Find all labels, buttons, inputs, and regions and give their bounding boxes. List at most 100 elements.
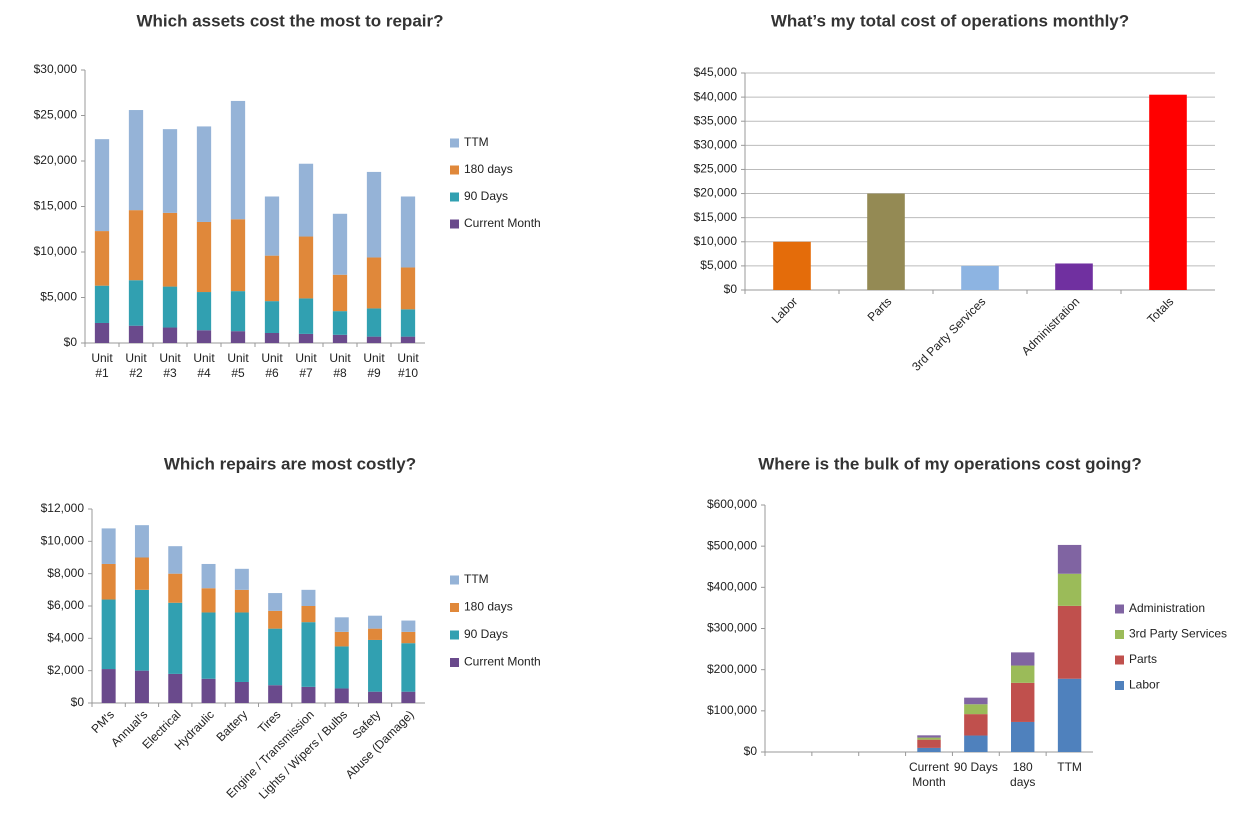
legend-swatch <box>450 603 459 612</box>
legend-swatch <box>450 658 459 667</box>
x-tick-label: PM's <box>89 707 117 735</box>
bar-segment <box>168 602 183 674</box>
legend-swatch <box>450 192 459 202</box>
bar-segment <box>917 747 941 752</box>
legend-label: Labor <box>1129 678 1160 692</box>
x-tick-label-box: Unit #2 <box>125 351 146 380</box>
bar-segment <box>332 213 348 275</box>
bar-segment <box>334 631 349 647</box>
bar-segment <box>230 219 246 292</box>
bar-segment <box>134 557 149 590</box>
x-tick-label-box: Unit #9 <box>363 351 385 380</box>
legend-label: TTM <box>464 135 489 149</box>
bar-segment <box>268 628 283 686</box>
bar-segment <box>298 236 314 299</box>
bar-segment <box>1057 605 1082 679</box>
bar-segment <box>268 685 283 703</box>
bar-segment <box>366 257 382 309</box>
legend-label: TTM <box>464 572 489 586</box>
legend-label: 180 days <box>464 162 513 176</box>
bar-segment <box>234 612 249 682</box>
y-tick-label: $0 <box>724 282 738 296</box>
bar-segment <box>128 325 144 343</box>
x-tick-label-box: TTM <box>1057 760 1082 774</box>
x-tick-label-box: Unit #5 <box>227 351 249 380</box>
x-tick-label: Battery <box>213 707 250 744</box>
bar-segment <box>301 589 316 606</box>
y-tick-label: $35,000 <box>694 113 738 127</box>
bar-segment <box>162 327 178 343</box>
x-tick-label-box: Unit #1 <box>91 351 113 380</box>
y-tick-label: $5,000 <box>700 258 737 272</box>
bar-segment <box>334 688 349 703</box>
bar-segment <box>230 331 246 343</box>
legend-label: 90 Days <box>464 189 508 203</box>
x-tick-label: Totals <box>1144 294 1176 326</box>
bar-segment <box>201 612 216 679</box>
x-tick-label: Parts <box>865 294 895 324</box>
bar-segment <box>162 129 178 213</box>
bar-segment <box>230 100 246 220</box>
bar-segment <box>128 210 144 281</box>
y-tick-label: $30,000 <box>34 62 78 76</box>
bar-segment <box>964 714 988 736</box>
legend-swatch <box>450 138 459 148</box>
legend-label: Current Month <box>464 655 541 669</box>
y-tick-label: $600,000 <box>707 497 757 511</box>
bar-segment <box>94 139 110 232</box>
bar-segment <box>230 291 246 332</box>
bar-segment <box>94 231 110 286</box>
legend-swatch <box>1115 630 1124 639</box>
bar-segment <box>196 330 212 343</box>
bar-segment <box>334 617 349 632</box>
bar-segment <box>368 615 383 629</box>
bar-segment <box>366 171 382 258</box>
y-tick-label: $15,000 <box>694 210 738 224</box>
bar-segment <box>400 336 416 343</box>
chart-title: Where is the bulk of my operations cost … <box>758 454 1141 473</box>
y-tick-label: $0 <box>744 744 758 758</box>
bar-segment <box>201 678 216 703</box>
legend-label: Parts <box>1129 652 1157 666</box>
bar-segment <box>401 691 416 703</box>
bar-segment <box>268 610 283 629</box>
bar-segment <box>964 697 988 705</box>
bar-segment <box>234 681 249 703</box>
bar-segment <box>234 568 249 590</box>
x-tick-label: Unit #1 <box>91 351 113 380</box>
bar-segment <box>368 691 383 703</box>
bar-segment <box>400 196 416 268</box>
y-tick-label: $12,000 <box>41 501 85 515</box>
legend-swatch <box>1115 655 1124 665</box>
y-tick-label: $25,000 <box>34 108 78 122</box>
bar-segment <box>301 686 316 703</box>
bar-segment <box>301 606 316 623</box>
bar-segment <box>917 735 941 738</box>
bar-segment <box>196 292 212 331</box>
bar-segment <box>1011 652 1035 666</box>
y-tick-label: $2,000 <box>47 663 84 677</box>
bar-segment <box>196 126 212 222</box>
bar-segment <box>917 737 941 740</box>
x-tick-label: Unit #7 <box>295 351 317 380</box>
x-tick-label: 3rd Party Services <box>909 294 988 373</box>
bar-segment <box>301 622 316 687</box>
legend-swatch <box>450 575 459 585</box>
x-tick-label-box: Current Month <box>908 760 949 789</box>
x-tick-label: Current Month <box>908 760 949 789</box>
x-tick-label: Labor <box>769 294 801 326</box>
bar-segment <box>917 739 941 748</box>
bar-segment <box>1057 544 1082 574</box>
bar-segment <box>264 255 280 302</box>
x-tick-label: Unit #5 <box>227 351 249 380</box>
x-tick-label: Unit #9 <box>363 351 385 380</box>
y-tick-label: $200,000 <box>707 662 757 676</box>
y-tick-label: $20,000 <box>694 186 738 200</box>
x-tick-label-box: Unit #3 <box>159 351 180 380</box>
bar-segment <box>1057 573 1082 606</box>
bar-segment <box>368 628 383 640</box>
y-tick-label: $400,000 <box>707 580 757 594</box>
bar-segment <box>401 631 416 644</box>
bar <box>867 193 905 290</box>
bar-segment <box>201 588 216 613</box>
